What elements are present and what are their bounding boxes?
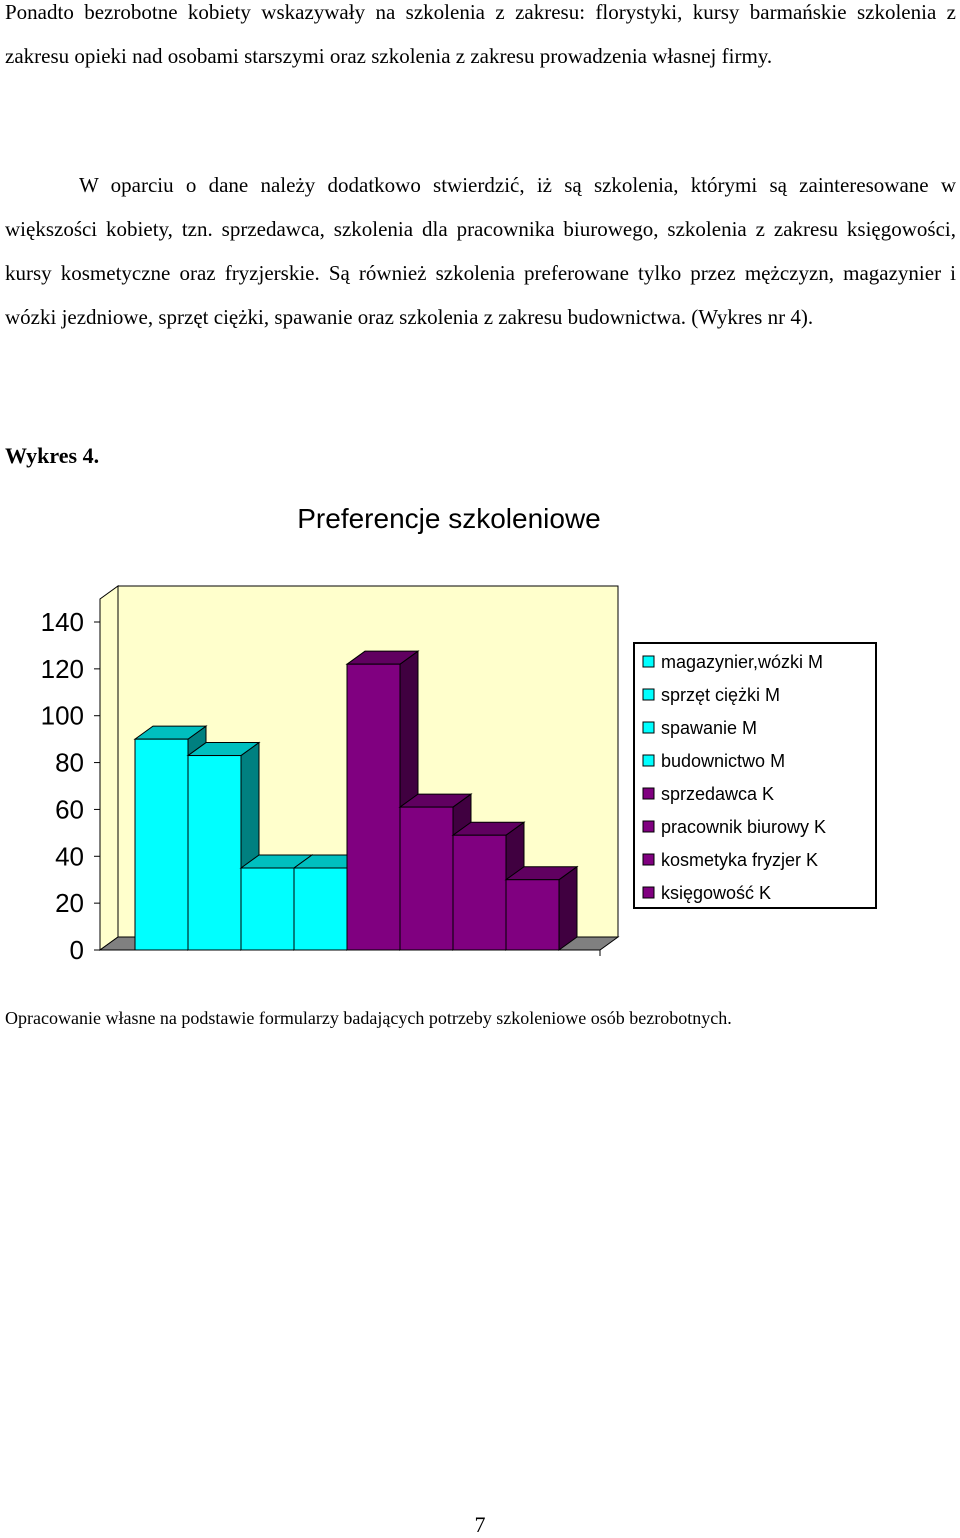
legend-swatch bbox=[642, 886, 655, 899]
bar-front bbox=[187, 755, 242, 951]
legend: magazynier,wózki M sprzęt ciężki M spawani… bbox=[633, 642, 877, 909]
source-note: Opracowanie własne na podstawie formular… bbox=[5, 1008, 732, 1028]
bar-front bbox=[505, 879, 560, 951]
legend-swatch bbox=[642, 853, 655, 866]
paragraph-2: W oparciu o dane należy dodatkowo stwier… bbox=[5, 163, 956, 339]
y-tick-label: 100 bbox=[41, 701, 84, 731]
legend-item: pracownik biurowy K bbox=[642, 817, 826, 837]
bar-chart: Preferencje szkoleniowe 0 20 40 60 80 100 120 1… bbox=[41, 503, 877, 965]
bar-front bbox=[240, 867, 295, 951]
bar-7 bbox=[451, 821, 526, 951]
paragraph-1: Ponadto bezrobotne kobiety wskazywały na… bbox=[5, 0, 956, 68]
bar-8 bbox=[504, 865, 579, 951]
y-tick-label: 60 bbox=[55, 794, 84, 824]
legend-item: księgowość K bbox=[642, 883, 771, 903]
legend-label: pracownik biurowy K bbox=[661, 817, 826, 837]
legend-label: spawanie M bbox=[661, 718, 757, 738]
legend-box bbox=[633, 642, 877, 909]
legend-item: sprzęt ciężki M bbox=[642, 685, 780, 705]
bar-front bbox=[293, 867, 348, 951]
legend-swatch bbox=[642, 655, 655, 668]
legend-label: księgowość K bbox=[661, 883, 771, 903]
y-tick-label: 140 bbox=[41, 607, 84, 637]
bar-front bbox=[134, 738, 189, 951]
legend-item: budownictwo M bbox=[642, 751, 785, 771]
bar-2 bbox=[186, 741, 261, 951]
page-number: 7 bbox=[474, 1512, 486, 1537]
legend-item: sprzedawca K bbox=[642, 784, 774, 804]
bar-front bbox=[399, 806, 454, 951]
legend-item: kosmetyka fryzjer K bbox=[642, 850, 818, 870]
bar-front bbox=[452, 834, 507, 951]
figure-label: Wykres 4. bbox=[5, 443, 100, 468]
y-tick-label: 20 bbox=[55, 888, 84, 918]
legend-label: magazynier,wózki M bbox=[661, 652, 823, 672]
legend-label: kosmetyka fryzjer K bbox=[661, 850, 818, 870]
legend-item: magazynier,wózki M bbox=[642, 652, 823, 672]
legend-label: sprzęt ciężki M bbox=[661, 685, 780, 705]
legend-swatch bbox=[642, 754, 655, 767]
legend-swatch bbox=[642, 820, 655, 833]
plot-side-wall bbox=[99, 585, 119, 951]
bar-front bbox=[346, 663, 401, 951]
legend-swatch bbox=[642, 721, 655, 734]
legend-swatch bbox=[642, 787, 655, 800]
legend-label: sprzedawca K bbox=[661, 784, 774, 804]
y-tick-label: 0 bbox=[70, 935, 84, 965]
y-tick-label: 120 bbox=[41, 654, 84, 684]
legend-label: budownictwo M bbox=[661, 751, 785, 771]
chart-title: Preferencje szkoleniowe bbox=[297, 503, 601, 534]
plot-area: 0 20 40 60 80 100 120 140 bbox=[41, 585, 620, 965]
y-tick-label: 40 bbox=[55, 841, 84, 871]
y-tick-label: 80 bbox=[55, 748, 84, 778]
legend-swatch bbox=[642, 688, 655, 701]
legend-item: spawanie M bbox=[642, 718, 757, 738]
bar-side bbox=[558, 865, 578, 951]
paragraph-2-text: W oparciu o dane należy dodatkowo stwier… bbox=[5, 173, 956, 329]
